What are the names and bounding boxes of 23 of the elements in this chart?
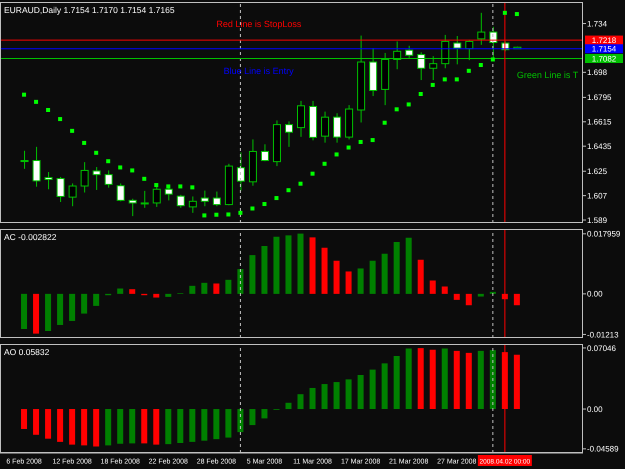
y-tick-label: 0.017959: [587, 230, 621, 239]
y-tick-label: 1.698: [587, 68, 608, 78]
y-tick-label: 1.607: [587, 191, 608, 200]
chart-title: AO 0.05832: [4, 347, 50, 357]
annotation: Blue Line is Entry: [224, 64, 294, 76]
y-tick-label: -0.01213: [587, 330, 620, 340]
y-tick-label: 0.00: [587, 404, 604, 414]
annotation: Green Line is T: [516, 68, 578, 81]
ref-line-label: 1.7218: [592, 36, 617, 46]
y-tick-label: 1.625: [587, 167, 608, 176]
ref-line-label: 1.7082: [592, 54, 617, 64]
y-tick-label: 1.6615: [587, 118, 612, 127]
y-tick-label: -0.04589: [587, 444, 620, 454]
y-tick-label: 1.589: [587, 216, 608, 225]
chart-title: EURAUD,Daily 1.7154 1.7170 1.7154 1.7165: [4, 5, 175, 15]
y-tick-label: 0.00: [587, 290, 604, 299]
y-tick-label: 1.734: [587, 19, 608, 28]
y-tick-label: 1.6795: [587, 93, 612, 102]
chart-title: AC -0.002822: [4, 232, 56, 242]
annotation: Red Line is StopLoss: [216, 18, 302, 30]
ref-line-label: 1.7154: [592, 44, 617, 54]
y-tick-label: 1.6435: [587, 142, 612, 152]
y-tick-label: 0.07046: [587, 344, 616, 353]
